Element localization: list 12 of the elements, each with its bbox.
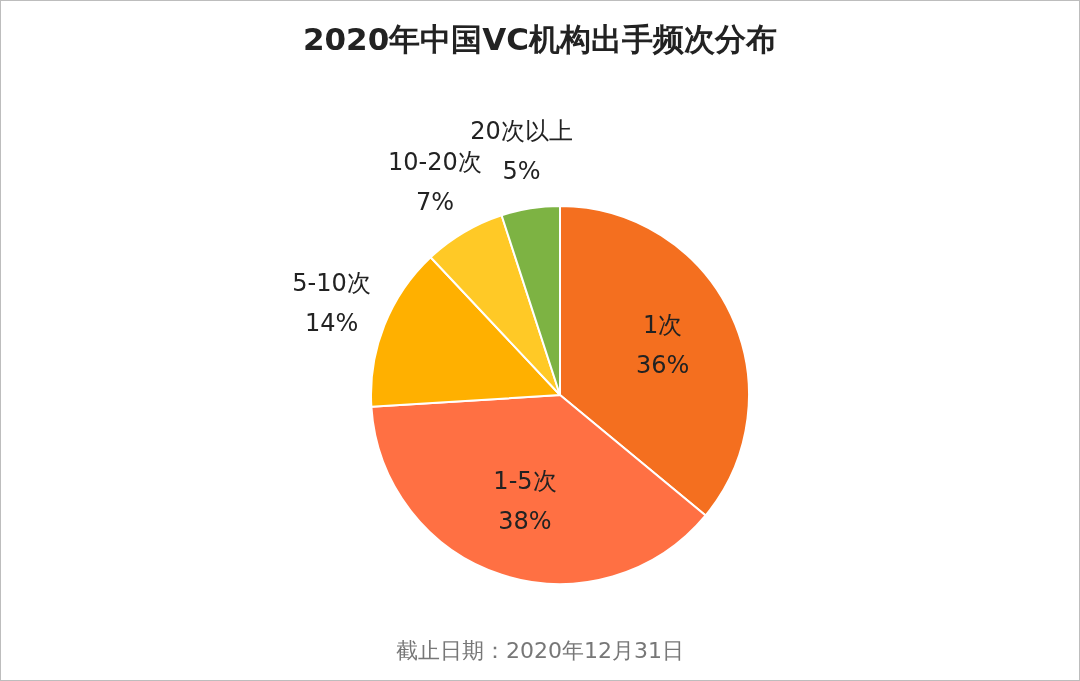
- data-label: 38%: [498, 507, 552, 536]
- data-label: 36%: [635, 350, 690, 379]
- data-label: 5%: [502, 156, 541, 185]
- slice-label: 1-5次: [493, 467, 557, 496]
- slice-label: 10-20次: [388, 147, 482, 176]
- chart-title: 2020年中国VC机构出手频次分布: [302, 20, 778, 59]
- slice-label: 5-10次: [292, 268, 371, 297]
- text: 截止日期：2020年12月31日: [395, 637, 685, 665]
- slice-label: 20次以上: [470, 116, 573, 145]
- data-label: 14%: [304, 308, 359, 337]
- slice-label: 1次: [642, 310, 683, 339]
- data-label: 7%: [415, 187, 454, 216]
